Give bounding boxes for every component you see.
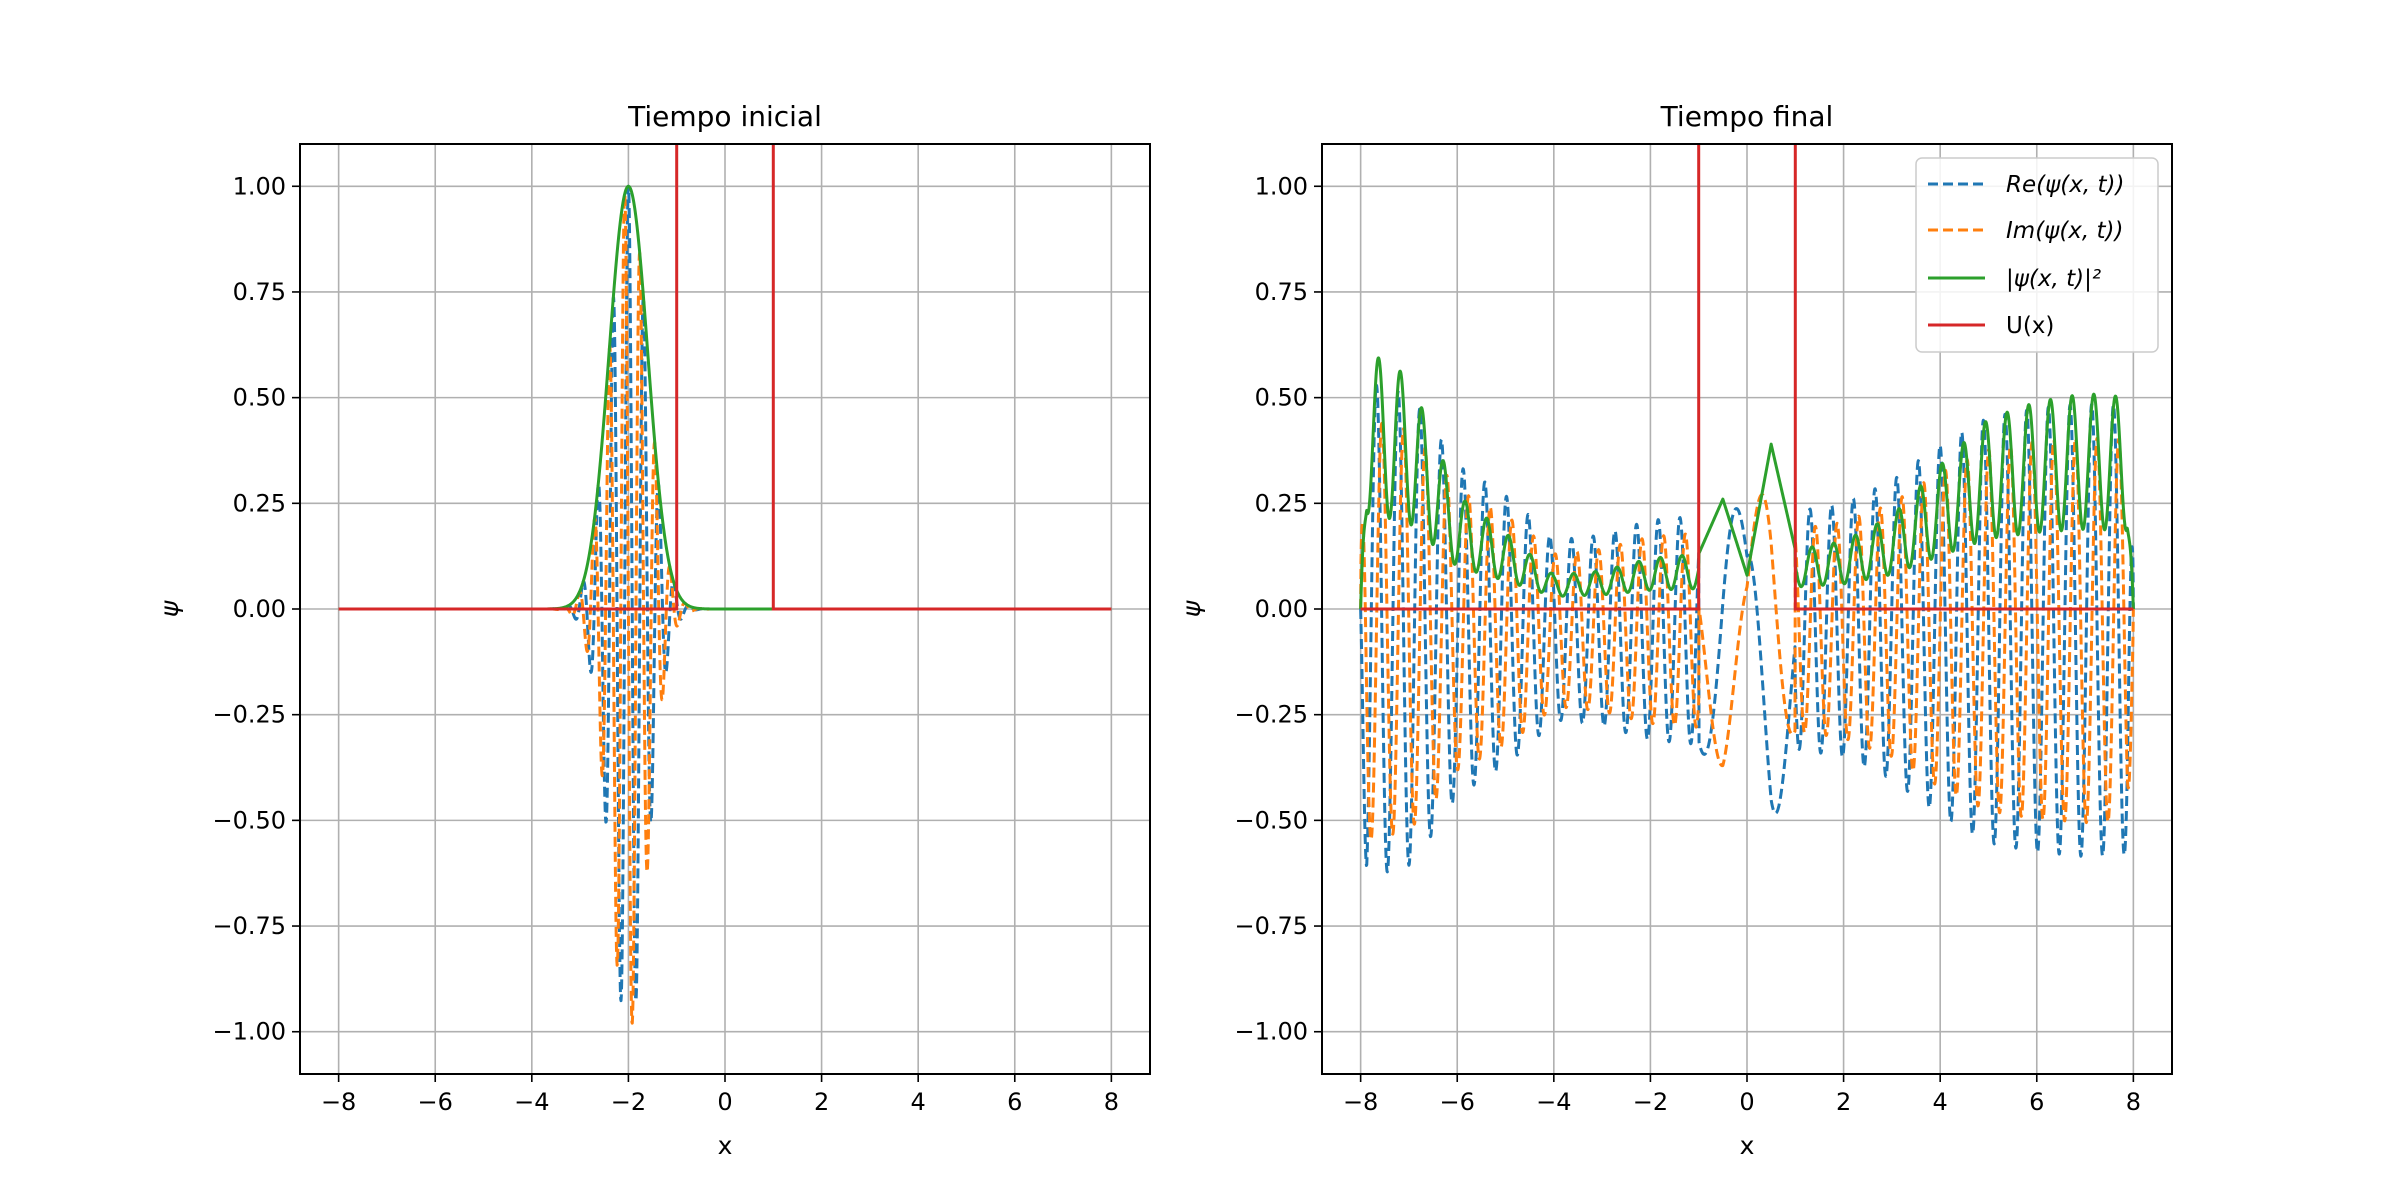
x-tick-label: 2 [814, 1088, 829, 1116]
y-tick-label: 0.00 [233, 595, 286, 623]
legend-label-im: Im(ψ(x, t)) [2006, 218, 2124, 244]
y-tick-label: 0.25 [1255, 489, 1308, 517]
legend-entry-im: Im(ψ(x, t)) [1928, 218, 2124, 244]
series-line-im [1359, 421, 2135, 842]
y-axis-ticks: 1.00 0.75 0.50 0.25 0.00 −0.25 −0.50 −0.75 −1.00 [212, 172, 300, 1046]
y-tick-label: −1.00 [1234, 1018, 1308, 1046]
y-tick-label: 1.00 [1255, 172, 1308, 200]
y-tick-label: −0.25 [1234, 701, 1308, 729]
series-line-u [338, 144, 1112, 611]
y-tick-label: −0.75 [1234, 912, 1308, 940]
legend-box [1915, 157, 2159, 353]
y-tick-label: −1.00 [212, 1018, 286, 1046]
panel-tiempo-final: −8 −6 −4 −2 0 2 4 6 8 1.00 0.75 0.50 0.25 0.00 −0.25 −… [1177, 100, 2173, 1160]
x-tick-label: 2 [1836, 1088, 1851, 1116]
x-tick-label: −8 [321, 1088, 356, 1116]
legend-entry-u: U(x) [1928, 313, 2054, 339]
y-tick-label: 0.50 [1255, 384, 1308, 412]
x-tick-label: 8 [1104, 1088, 1119, 1116]
x-axis-ticks: −8 −6 −4 −2 0 2 4 6 8 [1343, 1074, 2141, 1116]
y-tick-label: −0.75 [212, 912, 286, 940]
x-axis-label: x [718, 1131, 733, 1160]
legend-entry-abs2: |ψ(x, t)|² [1928, 266, 2101, 292]
plot-area [337, 144, 1113, 1025]
series-line-abs2 [1359, 356, 2135, 610]
legend-label-u: U(x) [2006, 313, 2054, 339]
plot-area [1359, 144, 2135, 874]
y-tick-label: −0.50 [212, 806, 286, 834]
legend-label-re: Re(ψ(x, t)) [2006, 172, 2124, 198]
x-tick-label: 4 [1933, 1088, 1948, 1116]
y-tick-label: 0.25 [233, 489, 286, 517]
x-tick-label: 0 [717, 1088, 732, 1116]
y-tick-label: −0.50 [1234, 806, 1308, 834]
y-tick-label: 0.00 [1255, 595, 1308, 623]
x-tick-label: 0 [1739, 1088, 1754, 1116]
y-tick-label: 0.75 [233, 278, 286, 306]
x-tick-label: 4 [911, 1088, 926, 1116]
x-tick-label: −2 [611, 1088, 646, 1116]
legend-entry-re: Re(ψ(x, t)) [1928, 172, 2124, 198]
x-tick-label: −6 [418, 1088, 453, 1116]
y-tick-label: 0.50 [233, 384, 286, 412]
x-tick-label: −6 [1440, 1088, 1475, 1116]
x-axis-ticks: −8 −6 −4 −2 0 2 4 6 8 [321, 1074, 1119, 1116]
series-line-u [1360, 144, 2134, 611]
legend: Re(ψ(x, t)) Im(ψ(x, t)) |ψ(x, t)|² U(x) [1915, 157, 2159, 353]
legend-label-abs2: |ψ(x, t)|² [2006, 266, 2101, 292]
x-tick-label: −4 [1536, 1088, 1571, 1116]
x-tick-label: 6 [2029, 1088, 2044, 1116]
x-axis-label: x [1740, 1131, 1755, 1160]
x-tick-label: −4 [514, 1088, 549, 1116]
panel-title: Tiempo final [1660, 100, 1834, 133]
y-axis-label: ψ [155, 600, 184, 617]
y-axis-ticks: 1.00 0.75 0.50 0.25 0.00 −0.25 −0.50 −0.75 −1.00 [1234, 172, 1322, 1046]
x-tick-label: 6 [1007, 1088, 1022, 1116]
y-tick-label: 1.00 [233, 172, 286, 200]
panel-title: Tiempo inicial [627, 100, 822, 133]
y-tick-label: 0.75 [1255, 278, 1308, 306]
panel-tiempo-inicial: −8 −6 −4 −2 0 2 4 6 8 1.00 0.75 0.50 0.25 0.00 −0.25 −… [155, 100, 1151, 1160]
y-axis-label: ψ [1177, 600, 1206, 617]
y-tick-label: −0.25 [212, 701, 286, 729]
x-tick-label: −2 [1633, 1088, 1668, 1116]
x-tick-label: −8 [1343, 1088, 1378, 1116]
x-tick-label: 8 [2126, 1088, 2141, 1116]
